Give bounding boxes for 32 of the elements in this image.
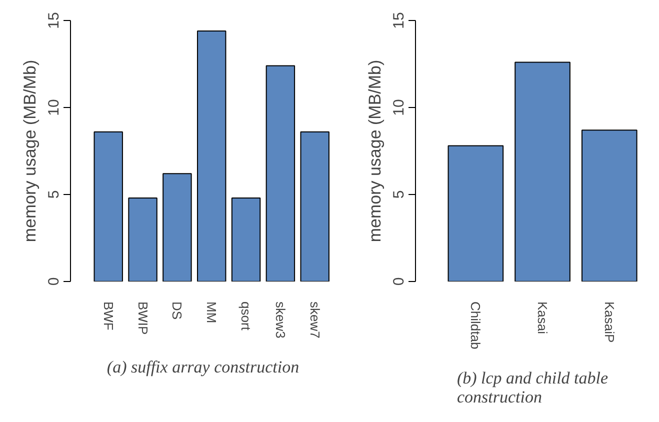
bar (266, 65, 296, 282)
bar (514, 62, 570, 282)
y-tick-label: 0 (390, 277, 408, 286)
y-tick-label: 15 (390, 12, 408, 29)
x-tick-label: skew7 (307, 302, 322, 338)
y-axis-title: memory usage (MB/Mb) (20, 60, 40, 242)
x-tick-label: qsort (238, 302, 254, 331)
x-tick-label: skew3 (272, 302, 288, 338)
bar (231, 197, 261, 282)
bar (196, 30, 226, 282)
x-tick-label: BWIP (135, 302, 150, 335)
y-tick-label: 10 (46, 99, 62, 116)
bar (94, 131, 123, 282)
x-tick-label: MM (204, 302, 220, 324)
bar (300, 131, 330, 282)
y-tick-label: 10 (390, 99, 408, 116)
x-tick-label: KasaiP (602, 302, 617, 343)
bar (448, 145, 504, 282)
y-tick-label: 5 (46, 190, 62, 199)
x-tick-label: Kasai (535, 302, 550, 334)
y-axis-title: memory usage (MB/Mb) (366, 60, 384, 242)
text: (a) suffix array construction (106, 358, 300, 376)
y-tick-label: 5 (390, 190, 408, 199)
x-tick-label: DS (170, 302, 185, 320)
y-tick-label: 0 (46, 277, 62, 286)
bar (162, 173, 192, 282)
y-tick-label: 15 (46, 12, 62, 29)
x-tick-label: BWF (100, 302, 116, 330)
bar (128, 197, 158, 282)
text: (b) lcp and child table construction (456, 368, 608, 406)
x-tick-label: Childtab (468, 302, 484, 350)
bar (581, 130, 638, 282)
